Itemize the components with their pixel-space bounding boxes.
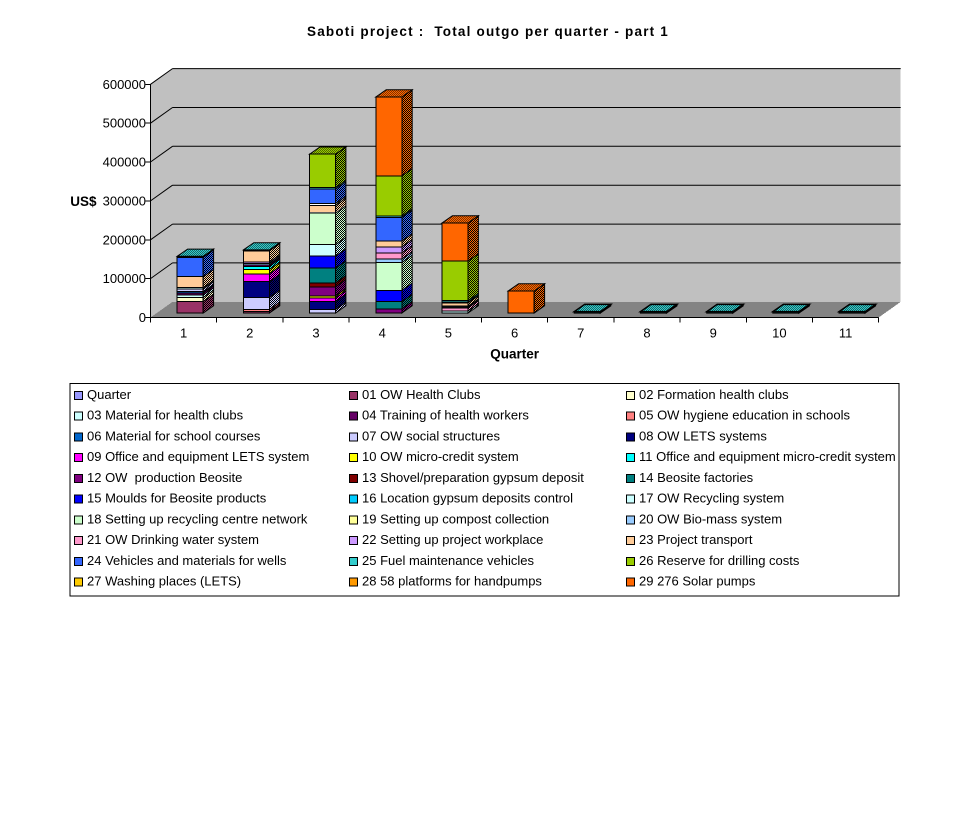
svg-text:02 Formation health clubs: 02 Formation health clubs — [639, 387, 789, 402]
svg-text:2: 2 — [246, 326, 253, 341]
svg-text:01 OW Health Clubs: 01 OW Health Clubs — [362, 387, 481, 402]
svg-text:26 Reserve for drilling costs: 26 Reserve for drilling costs — [639, 553, 800, 568]
svg-text:10 OW micro-credit system: 10 OW micro-credit system — [362, 449, 519, 464]
svg-text:11: 11 — [839, 326, 853, 341]
svg-text:1: 1 — [180, 326, 187, 341]
svg-text:300000: 300000 — [103, 193, 146, 208]
svg-text:21 OW Drinking water system: 21 OW Drinking water system — [87, 532, 259, 547]
svg-text:3: 3 — [312, 326, 319, 341]
svg-text:500000: 500000 — [103, 116, 146, 131]
svg-text:18 Setting up recycling centre: 18 Setting up recycling centre network — [87, 511, 308, 526]
svg-text:03 Material for health clubs: 03 Material for health clubs — [87, 408, 244, 423]
svg-text:10: 10 — [772, 326, 786, 341]
svg-text:600000: 600000 — [103, 77, 146, 92]
svg-text:05 OW hygiene education in sch: 05 OW hygiene education in schools — [639, 408, 851, 423]
svg-text:400000: 400000 — [103, 155, 146, 170]
svg-text:09 Office and equipment LETS s: 09 Office and equipment LETS system — [87, 449, 309, 464]
svg-text:Saboti project : Total outgo: Saboti project : Total outgo per quarter… — [307, 24, 669, 39]
svg-text:24 Vehicles and materials for: 24 Vehicles and materials for wells — [87, 553, 287, 568]
svg-text:07 OW social structures: 07 OW social structures — [362, 428, 500, 443]
svg-text:22 Setting up project workplac: 22 Setting up project workplace — [362, 532, 543, 547]
svg-text:15 Moulds for Beosite products: 15 Moulds for Beosite products — [87, 491, 267, 506]
svg-text:17 OW Recycling system: 17 OW Recycling system — [639, 491, 784, 506]
svg-text:8: 8 — [643, 326, 650, 341]
svg-text:29 276 Solar pumps: 29 276 Solar pumps — [639, 574, 756, 589]
svg-text:23 Project transport: 23 Project transport — [639, 532, 753, 547]
svg-text:08 OW LETS systems: 08 OW LETS systems — [639, 428, 767, 443]
svg-text:200000: 200000 — [103, 232, 146, 247]
svg-text:0: 0 — [139, 310, 146, 325]
svg-text:13 Shovel/preparation gypsum d: 13 Shovel/preparation gypsum deposit — [362, 470, 584, 485]
svg-text:6: 6 — [511, 326, 518, 341]
svg-text:25 Fuel maintenance vehicles: 25 Fuel maintenance vehicles — [362, 553, 534, 568]
svg-text:US$: US$ — [70, 194, 97, 209]
svg-text:06 Material for school courses: 06 Material for school courses — [87, 428, 261, 443]
svg-text:9: 9 — [710, 326, 717, 341]
svg-text:Quarter: Quarter — [490, 347, 540, 362]
svg-text:16 Location gypsum deposits co: 16 Location gypsum deposits control — [362, 491, 573, 506]
svg-text:04 Training of health workers: 04 Training of health workers — [362, 408, 529, 423]
svg-text:5: 5 — [445, 326, 452, 341]
svg-text:7: 7 — [577, 326, 584, 341]
svg-text:100000: 100000 — [103, 271, 146, 286]
svg-text:19 Setting up compost collecti: 19 Setting up compost collection — [362, 511, 549, 526]
svg-text:4: 4 — [379, 326, 386, 341]
svg-text:14 Beosite factories: 14 Beosite factories — [639, 470, 754, 485]
svg-text:Quarter: Quarter — [87, 387, 132, 402]
svg-text:20 OW Bio-mass system: 20 OW Bio-mass system — [639, 511, 782, 526]
svg-text:28 58 platforms for handpumps: 28 58 platforms for handpumps — [362, 574, 542, 589]
svg-text:12 OW production Beosite: 12 OW production Beosite — [87, 470, 242, 485]
svg-text:27 Washing places (LETS): 27 Washing places (LETS) — [87, 574, 241, 589]
svg-text:11 Office and equipment micro-: 11 Office and equipment micro-credit sys… — [639, 449, 896, 464]
